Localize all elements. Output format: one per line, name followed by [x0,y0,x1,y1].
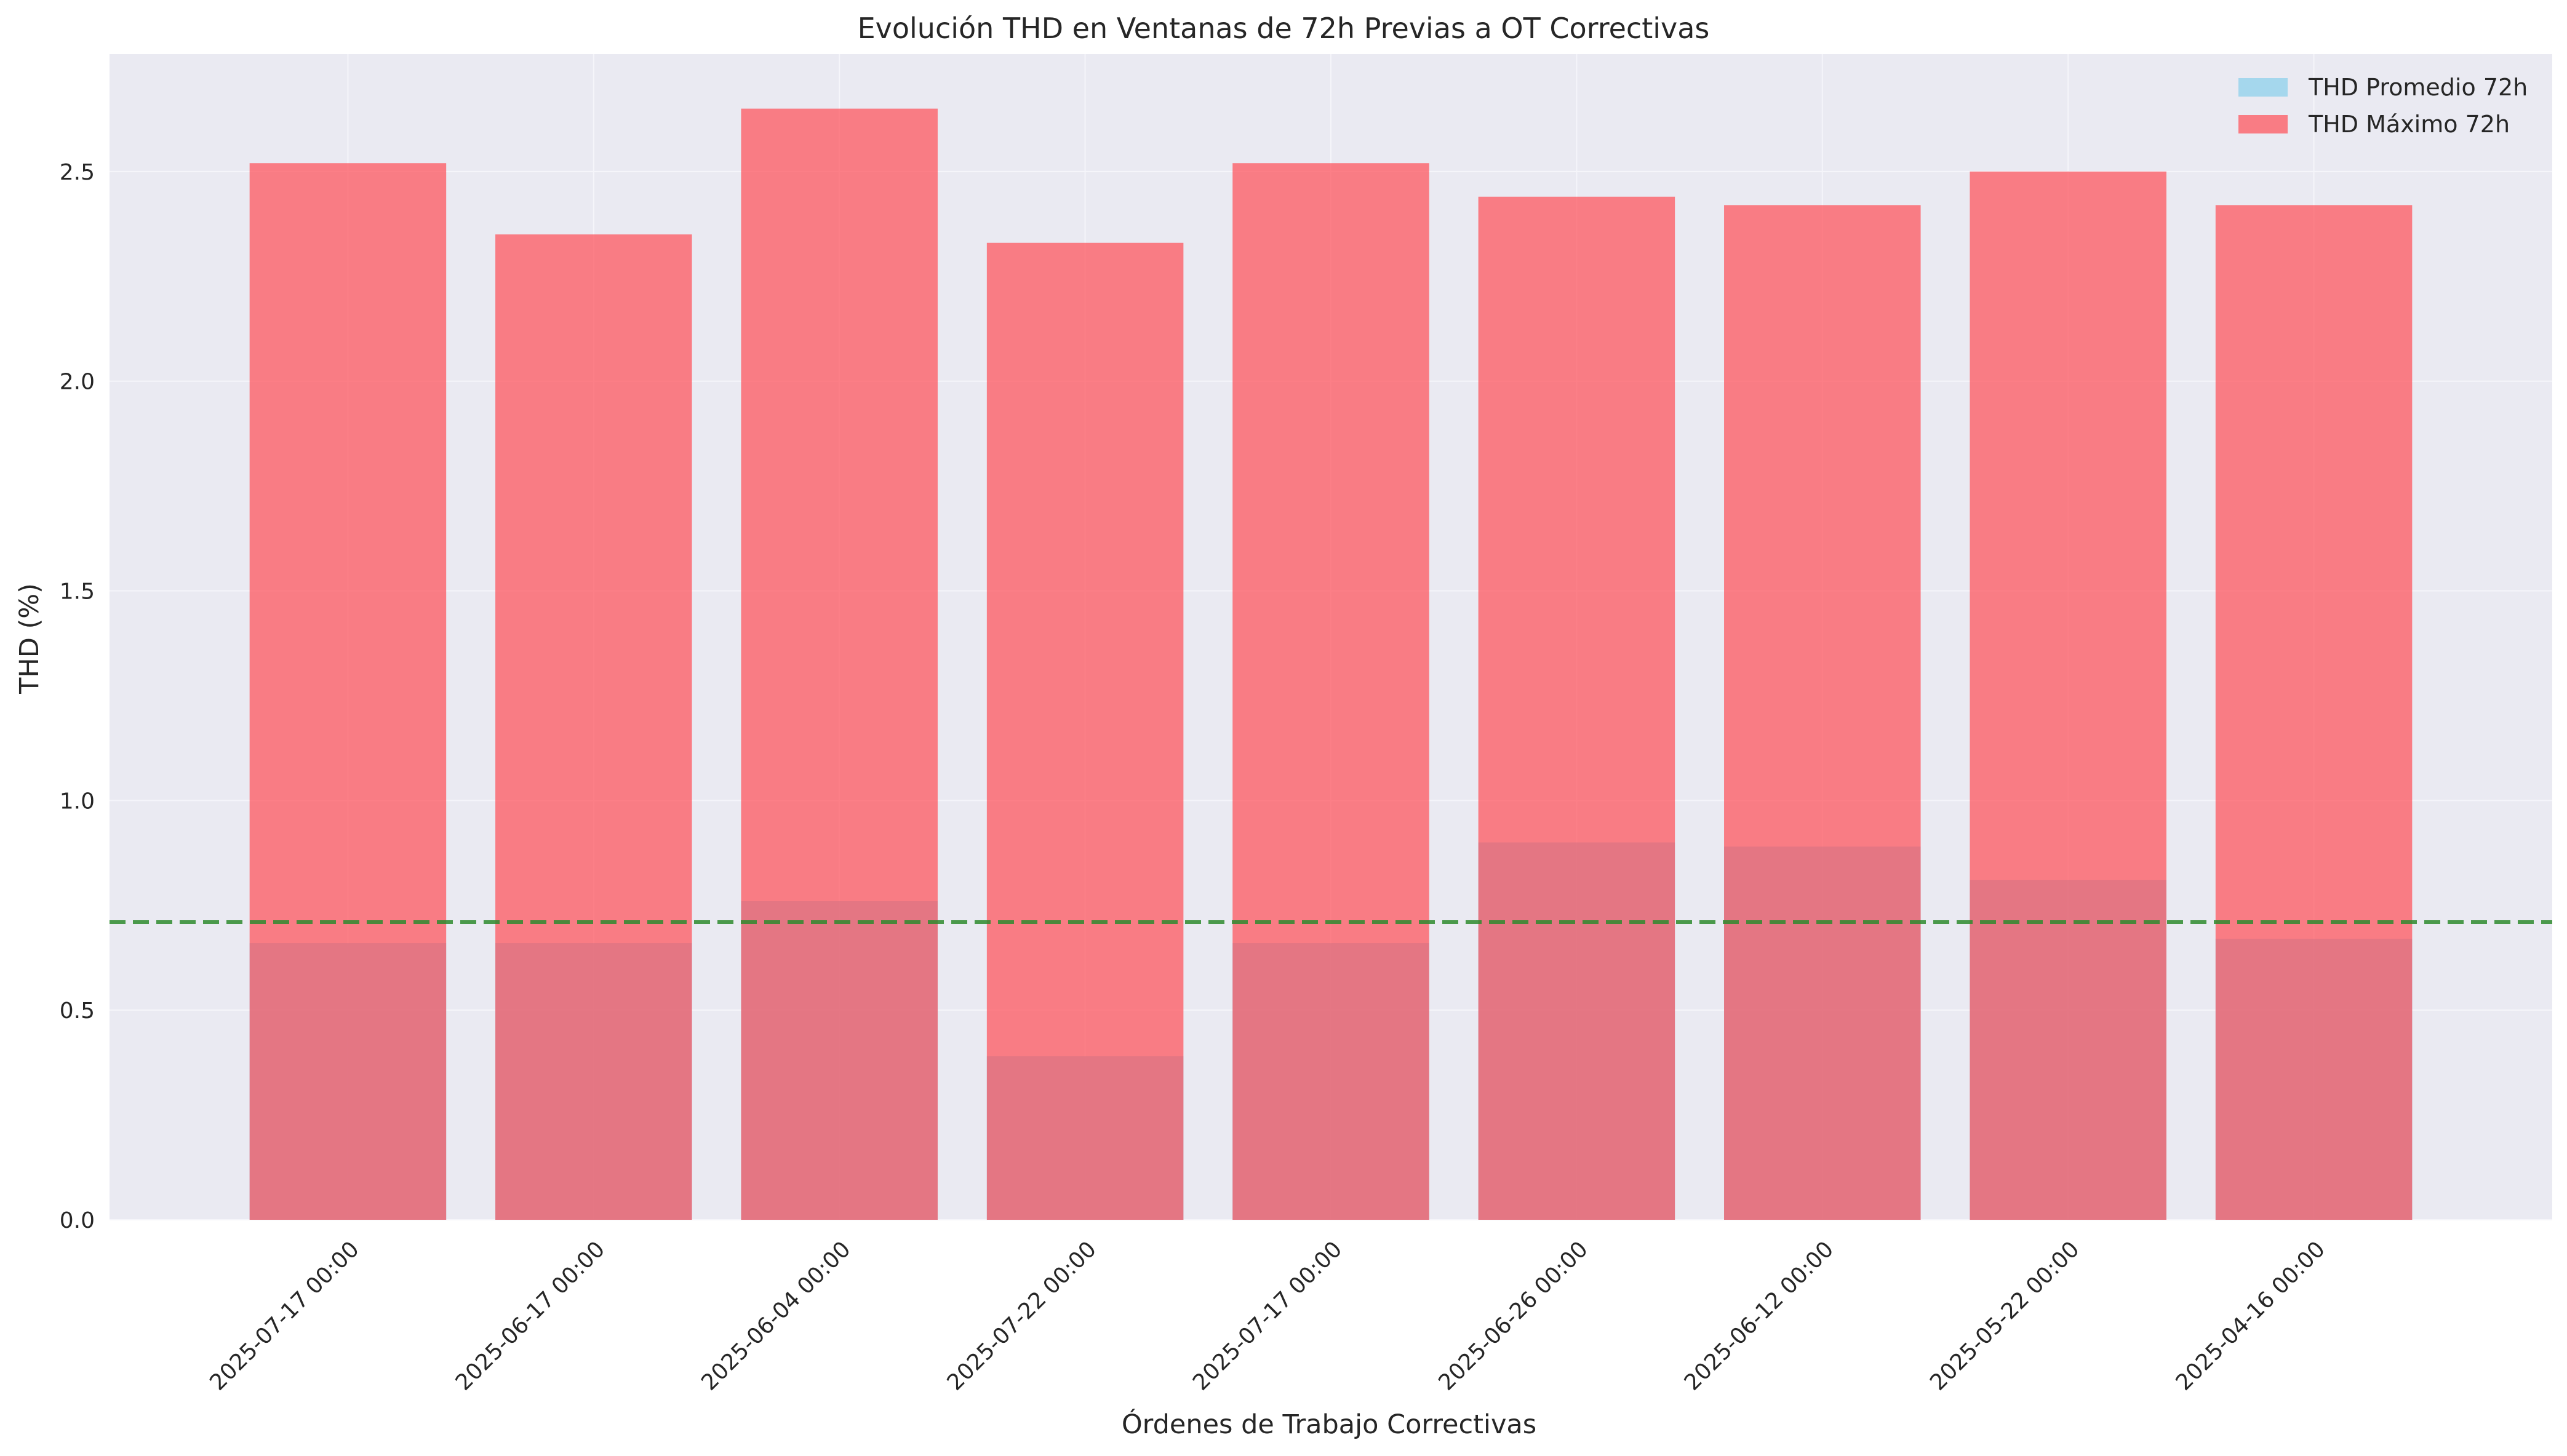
y-tick-label: 0.5 [60,998,95,1024]
x-axis-title: Órdenes de Trabajo Correctivas [1122,1409,1536,1440]
chart-title: Evolución THD en Ventanas de 72h Previas… [858,12,1710,45]
y-axis-ticks: 0.0 0.5 1.0 1.5 2.0 2.5 [60,160,95,1233]
y-tick-label: 2.0 [60,370,95,395]
bar-maximo-3 [741,108,938,1220]
bar-maximo-1 [249,163,447,1220]
legend-label-maximo: THD Máximo 72h [2308,111,2510,138]
legend-label-promedio: THD Promedio 72h [2308,74,2528,101]
legend-swatch-maximo [2238,115,2288,133]
bar-maximo-4 [986,242,1184,1220]
y-tick-label: 2.5 [60,160,95,185]
legend-swatch-promedio [2238,78,2288,97]
bar-maximo-8 [1970,171,2166,1220]
bars [249,108,2413,1220]
y-axis-title: THD (%) [14,583,45,694]
bar-maximo-7 [1724,205,1921,1220]
y-tick-label: 1.0 [60,789,95,814]
legend: THD Promedio 72h THD Máximo 72h [2238,74,2528,138]
bar-maximo-5 [1232,163,1429,1220]
bar-maximo-6 [1478,196,1675,1220]
y-tick-label: 1.5 [60,579,95,605]
bar-maximo-2 [495,234,692,1220]
y-tick-label: 0.0 [60,1208,95,1233]
bar-maximo-9 [2215,205,2413,1220]
